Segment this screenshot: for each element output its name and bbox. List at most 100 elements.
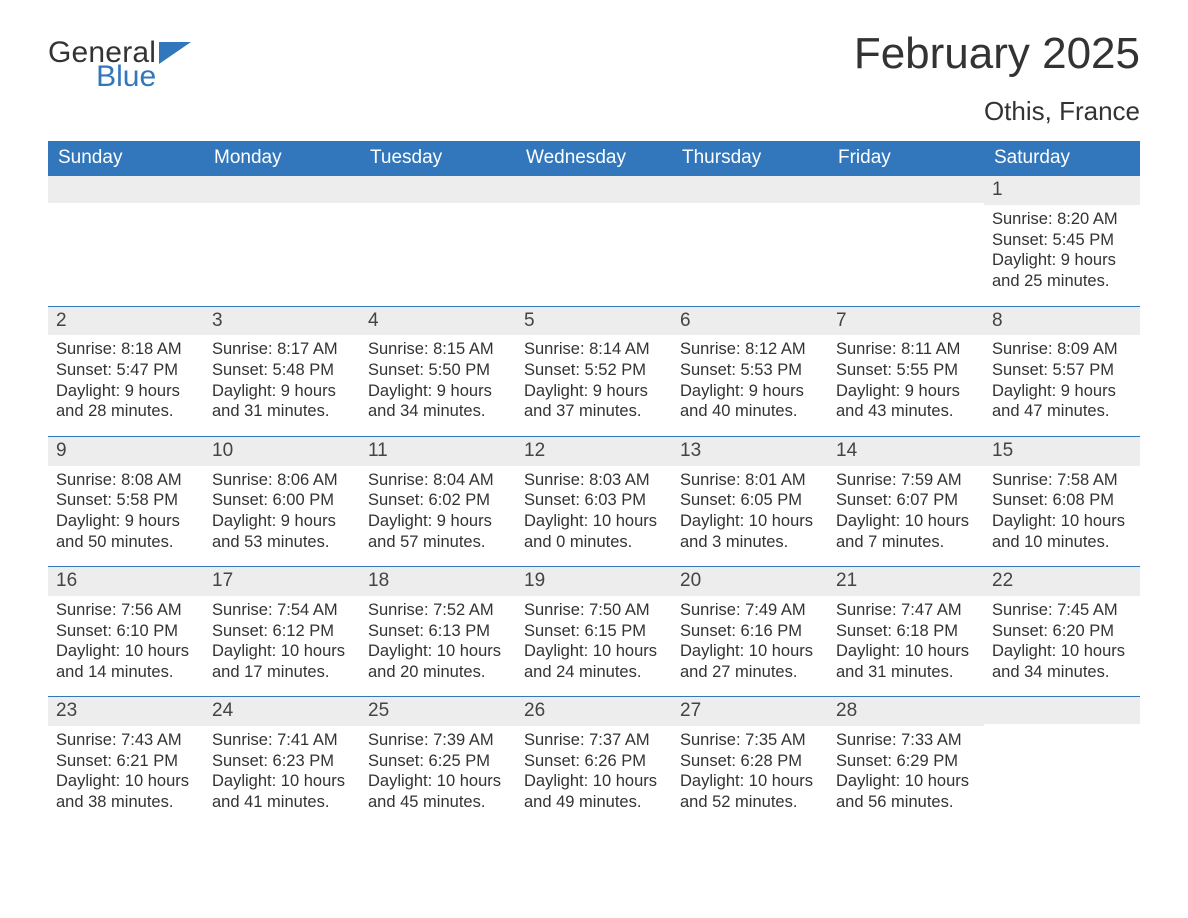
day-dl1: Daylight: 10 hours bbox=[212, 641, 352, 662]
day-cell: 19 Sunrise: 7:50 AMSunset: 6:15 PMDayligh… bbox=[516, 567, 672, 696]
day-number: 25 bbox=[360, 697, 516, 726]
day-body: Sunrise: 7:37 AMSunset: 6:26 PMDaylight:… bbox=[516, 726, 672, 827]
day-body: Sunrise: 8:20 AMSunset: 5:45 PMDaylight:… bbox=[984, 205, 1140, 306]
day-dl1: Daylight: 9 hours bbox=[212, 381, 352, 402]
day-dl2: and 28 minutes. bbox=[56, 401, 196, 422]
day-dl2: and 57 minutes. bbox=[368, 532, 508, 553]
day-cell: 15Sunrise: 7:58 AMSunset: 6:08 PMDayligh… bbox=[984, 437, 1140, 566]
day-number: 8 bbox=[984, 307, 1140, 336]
day-dl1: Daylight: 10 hours bbox=[368, 771, 508, 792]
day-dl1: Daylight: 9 hours bbox=[56, 381, 196, 402]
day-dl2: and 49 minutes. bbox=[524, 792, 664, 813]
day-sunset: Sunset: 5:45 PM bbox=[992, 230, 1132, 251]
day-dl2: and 17 minutes. bbox=[212, 662, 352, 683]
day-sunset: Sunset: 6:10 PM bbox=[56, 621, 196, 642]
day-sunrise: Sunrise: 7:50 AM bbox=[524, 600, 664, 621]
day-cell: 9Sunrise: 8:08 AMSunset: 5:58 PMDaylight… bbox=[48, 437, 204, 566]
day-body: Sunrise: 8:15 AMSunset: 5:50 PMDaylight:… bbox=[360, 335, 516, 436]
day-dl2: and 56 minutes. bbox=[836, 792, 976, 813]
day-body: Sunrise: 8:03 AMSunset: 6:03 PMDaylight:… bbox=[516, 466, 672, 567]
day-body: Sunrise: 8:11 AMSunset: 5:55 PMDaylight:… bbox=[828, 335, 984, 436]
day-dl1: Daylight: 10 hours bbox=[524, 771, 664, 792]
day-sunrise: Sunrise: 8:17 AM bbox=[212, 339, 352, 360]
day-number bbox=[984, 697, 1140, 724]
day-body: Sunrise: 7:35 AMSunset: 6:28 PMDaylight:… bbox=[672, 726, 828, 827]
day-cell: 21Sunrise: 7:47 AMSunset: 6:18 PMDayligh… bbox=[828, 567, 984, 696]
day-sunset: Sunset: 6:20 PM bbox=[992, 621, 1132, 642]
day-number bbox=[204, 176, 360, 203]
day-number: 19 bbox=[516, 567, 672, 596]
day-number: 26 bbox=[516, 697, 672, 726]
day-sunrise: Sunrise: 8:04 AM bbox=[368, 470, 508, 491]
day-cell: 7Sunrise: 8:11 AMSunset: 5:55 PMDaylight… bbox=[828, 307, 984, 436]
day-cell: 24Sunrise: 7:41 AMSunset: 6:23 PMDayligh… bbox=[204, 697, 360, 826]
day-sunset: Sunset: 6:25 PM bbox=[368, 751, 508, 772]
day-number: 22 bbox=[984, 567, 1140, 596]
day-body: Sunrise: 8:08 AMSunset: 5:58 PMDaylight:… bbox=[48, 466, 204, 567]
day-body: Sunrise: 7:52 AMSunset: 6:13 PMDaylight:… bbox=[360, 596, 516, 697]
day-sunrise: Sunrise: 7:49 AM bbox=[680, 600, 820, 621]
day-dl1: Daylight: 9 hours bbox=[56, 511, 196, 532]
brand-triangle-icon bbox=[159, 42, 191, 68]
day-sunrise: Sunrise: 8:15 AM bbox=[368, 339, 508, 360]
day-sunset: Sunset: 6:28 PM bbox=[680, 751, 820, 772]
day-number: 12 bbox=[516, 437, 672, 466]
day-number: 18 bbox=[360, 567, 516, 596]
day-number bbox=[672, 176, 828, 203]
day-dl1: Daylight: 10 hours bbox=[524, 511, 664, 532]
day-number: 4 bbox=[360, 307, 516, 336]
day-dl2: and 37 minutes. bbox=[524, 401, 664, 422]
day-sunset: Sunset: 5:58 PM bbox=[56, 490, 196, 511]
day-number: 13 bbox=[672, 437, 828, 466]
day-number bbox=[828, 176, 984, 203]
location-label: Othis, France bbox=[854, 96, 1140, 127]
day-dl1: Daylight: 10 hours bbox=[836, 771, 976, 792]
day-body: Sunrise: 7:59 AMSunset: 6:07 PMDaylight:… bbox=[828, 466, 984, 567]
day-sunrise: Sunrise: 8:08 AM bbox=[56, 470, 196, 491]
day-dl2: and 53 minutes. bbox=[212, 532, 352, 553]
day-body: Sunrise: 7:56 AMSunset: 6:10 PMDaylight:… bbox=[48, 596, 204, 697]
day-number: 9 bbox=[48, 437, 204, 466]
calendar: SundayMondayTuesdayWednesdayThursdayFrid… bbox=[48, 141, 1140, 826]
day-sunset: Sunset: 6:15 PM bbox=[524, 621, 664, 642]
weekday-header-row: SundayMondayTuesdayWednesdayThursdayFrid… bbox=[48, 141, 1140, 176]
day-dl1: Daylight: 9 hours bbox=[992, 381, 1132, 402]
weekday-header: Monday bbox=[204, 141, 360, 176]
day-cell: 6Sunrise: 8:12 AMSunset: 5:53 PMDaylight… bbox=[672, 307, 828, 436]
day-dl1: Daylight: 9 hours bbox=[992, 250, 1132, 271]
day-dl1: Daylight: 9 hours bbox=[368, 381, 508, 402]
day-sunrise: Sunrise: 8:20 AM bbox=[992, 209, 1132, 230]
day-sunset: Sunset: 6:07 PM bbox=[836, 490, 976, 511]
day-cell: 17Sunrise: 7:54 AMSunset: 6:12 PMDayligh… bbox=[204, 567, 360, 696]
day-dl1: Daylight: 10 hours bbox=[836, 511, 976, 532]
day-dl2: and 3 minutes. bbox=[680, 532, 820, 553]
day-body: Sunrise: 7:39 AMSunset: 6:25 PMDaylight:… bbox=[360, 726, 516, 827]
day-body: Sunrise: 8:12 AMSunset: 5:53 PMDaylight:… bbox=[672, 335, 828, 436]
day-dl1: Daylight: 10 hours bbox=[680, 511, 820, 532]
day-cell: 10Sunrise: 8:06 AMSunset: 6:00 PMDayligh… bbox=[204, 437, 360, 566]
day-cell: 28Sunrise: 7:33 AMSunset: 6:29 PMDayligh… bbox=[828, 697, 984, 826]
day-cell: 4Sunrise: 8:15 AMSunset: 5:50 PMDaylight… bbox=[360, 307, 516, 436]
day-sunset: Sunset: 6:18 PM bbox=[836, 621, 976, 642]
day-sunset: Sunset: 6:02 PM bbox=[368, 490, 508, 511]
day-number bbox=[516, 176, 672, 203]
day-number: 20 bbox=[672, 567, 828, 596]
day-sunset: Sunset: 5:48 PM bbox=[212, 360, 352, 381]
day-dl1: Daylight: 10 hours bbox=[56, 641, 196, 662]
day-dl1: Daylight: 10 hours bbox=[524, 641, 664, 662]
day-number: 27 bbox=[672, 697, 828, 726]
day-dl2: and 25 minutes. bbox=[992, 271, 1132, 292]
day-sunset: Sunset: 5:53 PM bbox=[680, 360, 820, 381]
day-cell: 26Sunrise: 7:37 AMSunset: 6:26 PMDayligh… bbox=[516, 697, 672, 826]
day-cell bbox=[984, 697, 1140, 826]
day-cell bbox=[516, 176, 672, 305]
day-sunrise: Sunrise: 8:01 AM bbox=[680, 470, 820, 491]
day-dl2: and 24 minutes. bbox=[524, 662, 664, 683]
day-dl1: Daylight: 10 hours bbox=[368, 641, 508, 662]
day-sunrise: Sunrise: 7:41 AM bbox=[212, 730, 352, 751]
day-number bbox=[360, 176, 516, 203]
day-dl1: Daylight: 9 hours bbox=[212, 511, 352, 532]
week-row: 23Sunrise: 7:43 AMSunset: 6:21 PMDayligh… bbox=[48, 696, 1140, 826]
day-sunrise: Sunrise: 7:33 AM bbox=[836, 730, 976, 751]
day-cell: 12Sunrise: 8:03 AMSunset: 6:03 PMDayligh… bbox=[516, 437, 672, 566]
